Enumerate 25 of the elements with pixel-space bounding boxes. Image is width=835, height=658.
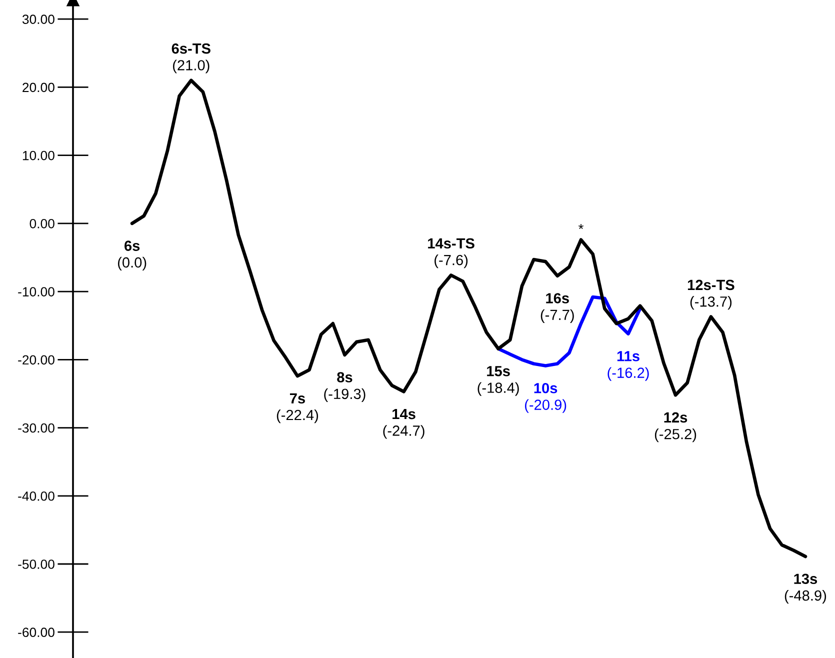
y-tick-label: -30.00	[18, 423, 54, 433]
data-label: 13s (-48.9)	[784, 574, 826, 604]
y-tick-label: -20.00	[18, 355, 54, 365]
data-label: 6s-TS (21.0)	[172, 43, 210, 74]
data-label: 6s (0.0)	[118, 240, 146, 270]
data-label: 7s (-22.4)	[276, 393, 318, 424]
y-tick-label: 10.00	[22, 150, 54, 160]
data-label: 10s (-20.9)	[524, 382, 566, 413]
data-label: 12s (-25.2)	[654, 412, 696, 442]
data-label: 16s (-7.7)	[540, 293, 574, 323]
y-tick-label: -40.00	[18, 491, 54, 501]
y-tick-label: -10.00	[18, 287, 54, 296]
line-series	[496, 295, 642, 368]
y-tick-label: 30.00	[22, 14, 54, 24]
data-label: 12s-TS (-13.7)	[688, 280, 734, 310]
y-tick-label: 0.00	[30, 218, 54, 228]
data-label: 15s (-18.4)	[478, 366, 519, 396]
data-label: *	[578, 224, 584, 229]
y-tick-label: -50.00	[18, 560, 54, 569]
data-label: 8s (-19.3)	[324, 372, 366, 402]
y-tick-label: 20.00	[22, 82, 54, 92]
data-label: 11s (-16.2)	[608, 351, 649, 381]
data-label: 14s (-24.7)	[383, 409, 424, 439]
y-tick-label: -60.00	[18, 628, 54, 638]
data-label: 14s-TS (-7.6)	[428, 238, 474, 268]
